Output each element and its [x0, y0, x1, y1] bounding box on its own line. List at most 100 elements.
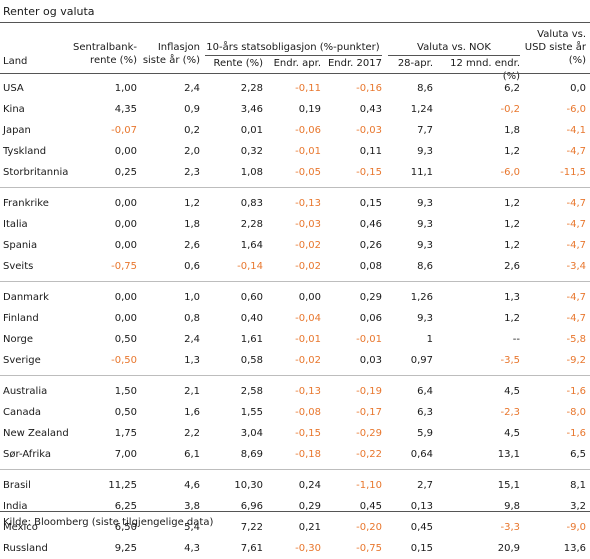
source-note: Kilde: Bloomberg (siste tilgjengelige da… [3, 517, 214, 528]
cell-apr28: 5,9 [417, 428, 433, 439]
table-row: Storbritannia 0,25 2,3 1,08 -0,05 -0,15 11,1 -6… [0, 162, 590, 183]
cell-usd: -1,6 [566, 428, 586, 439]
table-row: Tyskland 0,00 2,0 0,32 -0,01 0,11 9,3 1,2 -4,7 [0, 141, 590, 162]
cell-stat: 3,04 [240, 428, 263, 439]
cell-endr-apr: -0,18 [295, 449, 321, 460]
cell-apr28: 8,6 [417, 261, 433, 272]
cell-stat: 7,22 [240, 522, 263, 533]
cell-apr28: 9,3 [417, 240, 433, 251]
cell-stat: 2,28 [240, 219, 263, 230]
cell-endr-apr: -0,11 [295, 83, 321, 94]
cell-endr-2017: -0,29 [356, 428, 382, 439]
cell-mnd12: 1,2 [504, 240, 520, 251]
table-row: Mexico 6,50 5,4 7,22 0,21 -0,20 0,45 -3,3 -9,0 [0, 517, 590, 538]
bottom-rule [0, 511, 590, 512]
header-usd-line3: (%) [568, 55, 586, 66]
cell-rente: 0,00 [114, 198, 137, 209]
cell-endr-apr: -0,13 [295, 198, 321, 209]
cell-usd: -4,7 [566, 313, 586, 324]
cell-endr-apr: -0,04 [295, 313, 321, 324]
cell-stat: 1,55 [240, 407, 263, 418]
header-rule [0, 73, 590, 74]
header-sentralbank-line1: Sentralbank- [73, 42, 137, 53]
cell-land: Danmark [3, 292, 49, 303]
cell-land: Sveits [3, 261, 34, 272]
cell-land: Japan [3, 125, 31, 136]
cell-infl: 0,2 [184, 125, 200, 136]
cell-apr28: 1,26 [410, 292, 433, 303]
table-row: Norge 0,50 2,4 1,61 -0,01 -0,01 1 -- -5,8 [0, 329, 590, 350]
table-row: Sveits -0,75 0,6 -0,14 -0,02 0,08 8,6 2,6 -3,4 [0, 256, 590, 277]
cell-endr-2017: -0,03 [356, 125, 382, 136]
cell-land: Norge [3, 334, 34, 345]
cell-endr-2017: 0,15 [359, 198, 382, 209]
cell-mnd12: -3,5 [500, 355, 520, 366]
cell-endr-apr: -0,30 [295, 543, 321, 554]
cell-endr-apr: -0,15 [295, 428, 321, 439]
cell-endr-apr: -0,06 [295, 125, 321, 136]
cell-rente: 9,25 [114, 543, 137, 554]
cell-usd: -11,5 [560, 167, 586, 178]
cell-mnd12: 4,5 [504, 428, 520, 439]
cell-infl: 0,9 [184, 104, 200, 115]
cell-usd: -9,2 [566, 355, 586, 366]
cell-endr-2017: -1,10 [356, 480, 382, 491]
cell-stat: 8,69 [240, 449, 263, 460]
cell-usd: -1,6 [566, 386, 586, 397]
cell-stat: 0,40 [240, 313, 263, 324]
cell-infl: 1,2 [184, 198, 200, 209]
cell-apr28: 6,3 [417, 407, 433, 418]
cell-stat: 0,60 [240, 292, 263, 303]
cell-land: Spania [3, 240, 38, 251]
cell-infl: 1,0 [184, 292, 200, 303]
cell-rente: -0,07 [111, 125, 137, 136]
cell-endr-2017: 0,43 [359, 104, 382, 115]
header-statsobligasjon-group: 10-års statsobligasjon (%-punkter) [206, 42, 380, 53]
cell-land: Frankrike [3, 198, 49, 209]
table-row: USA 1,00 2,4 2,28 -0,11 -0,16 8,6 6,2 0,0 [0, 78, 590, 99]
group-separator [0, 187, 590, 188]
cell-stat: 1,64 [240, 240, 263, 251]
cell-usd: -4,7 [566, 292, 586, 303]
header-usd: Valuta vs. USD siste år (%) [515, 28, 586, 67]
cell-mnd12: -0,2 [500, 104, 520, 115]
cell-rente: 0,00 [114, 219, 137, 230]
cell-endr-apr: 0,00 [298, 292, 321, 303]
cell-mnd12: 13,1 [497, 449, 520, 460]
cell-usd: -9,0 [566, 522, 586, 533]
cell-land: India [3, 501, 28, 512]
cell-mnd12: 1,2 [504, 146, 520, 157]
table-row: Danmark 0,00 1,0 0,60 0,00 0,29 1,26 1,3 -4,7 [0, 287, 590, 308]
cell-rente: 6,25 [114, 501, 137, 512]
cell-apr28: 9,3 [417, 219, 433, 230]
cell-endr-2017: -0,17 [356, 407, 382, 418]
cell-rente: 0,00 [114, 292, 137, 303]
cell-apr28: 9,3 [417, 198, 433, 209]
cell-land: Finland [3, 313, 39, 324]
cell-rente: 1,00 [114, 83, 137, 94]
table-row: New Zealand 1,75 2,2 3,04 -0,15 -0,29 5,9 4,5 -1… [0, 423, 590, 444]
statsobligasjon-group-rule [205, 55, 382, 56]
group-separator [0, 375, 590, 376]
cell-endr-apr: -0,02 [295, 355, 321, 366]
cell-rente: 0,00 [114, 240, 137, 251]
cell-endr-2017: 0,03 [359, 355, 382, 366]
cell-apr28: 0,13 [410, 501, 433, 512]
cell-rente: 0,50 [114, 334, 137, 345]
cell-stat: 1,08 [240, 167, 263, 178]
cell-infl: 4,3 [184, 543, 200, 554]
cell-endr-apr: 0,21 [298, 522, 321, 533]
table-row: Frankrike 0,00 1,2 0,83 -0,13 0,15 9,3 1,2 -4,7 [0, 193, 590, 214]
cell-apr28: 2,7 [417, 480, 433, 491]
cell-apr28: 11,1 [410, 167, 433, 178]
cell-land: Mexico [3, 522, 38, 533]
table-row: Australia 1,50 2,1 2,58 -0,13 -0,19 6,4 4,5 -1,6 [0, 381, 590, 402]
cell-land: Brasil [3, 480, 31, 491]
cell-stat: 10,30 [234, 480, 263, 491]
table-row: India 6,25 3,8 6,96 0,29 0,45 0,13 9,8 3,2 [0, 496, 590, 517]
header-valuta-group: Valuta vs. NOK [417, 42, 491, 53]
header-usd-line2: USD siste år [524, 42, 586, 53]
cell-mnd12: 6,2 [504, 83, 520, 94]
cell-stat: 6,96 [240, 501, 263, 512]
cell-infl: 6,1 [184, 449, 200, 460]
